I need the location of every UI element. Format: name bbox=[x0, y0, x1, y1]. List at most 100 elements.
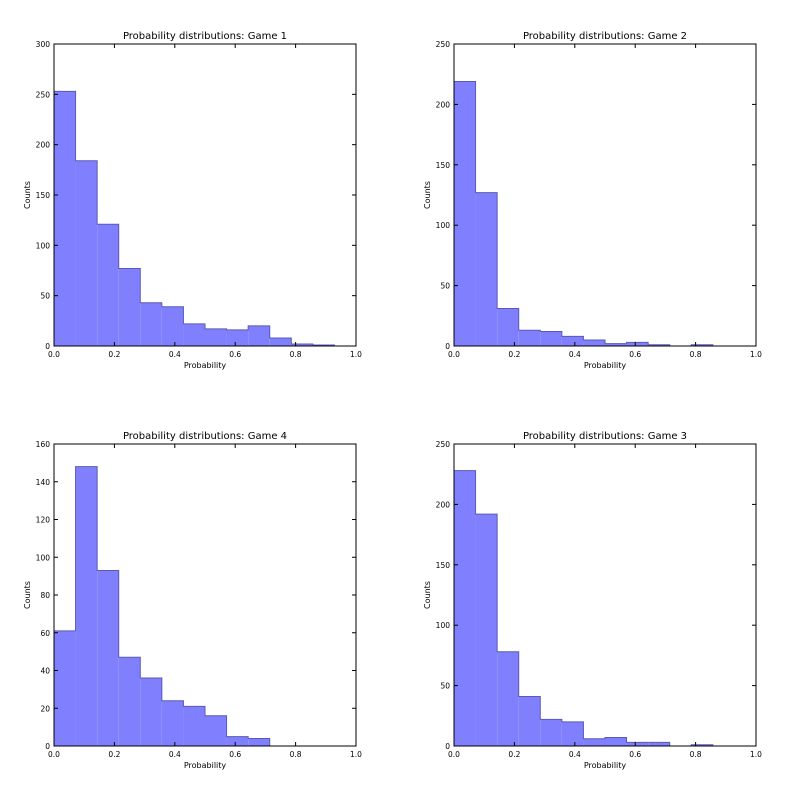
y-tick-label: 100 bbox=[36, 241, 51, 250]
histogram-bar bbox=[561, 336, 584, 346]
x-tick-label: 0.6 bbox=[229, 350, 241, 359]
x-tick-label: 0.6 bbox=[229, 750, 241, 759]
y-tick-label: 0 bbox=[45, 342, 50, 351]
chart-title: Probability distributions: Game 4 bbox=[123, 431, 287, 442]
x-tick-label: 1.0 bbox=[350, 750, 362, 759]
histogram-bar bbox=[605, 737, 627, 746]
y-tick-label: 200 bbox=[436, 500, 451, 509]
chart-title: Probability distributions: Game 3 bbox=[523, 431, 687, 442]
y-tick-label: 250 bbox=[436, 40, 451, 49]
x-tick-label: 1.0 bbox=[750, 750, 762, 759]
histogram-bar bbox=[475, 514, 498, 746]
x-tick-label: 0.2 bbox=[108, 350, 120, 359]
axes-frame bbox=[453, 443, 757, 747]
histogram-bar bbox=[54, 630, 76, 746]
y-tick-label: 50 bbox=[440, 682, 450, 691]
y-tick-label: 250 bbox=[436, 440, 451, 449]
histogram-bar bbox=[183, 323, 205, 346]
histogram-bar bbox=[540, 331, 562, 346]
y-axis-label: Counts bbox=[423, 581, 432, 609]
histogram-bar bbox=[97, 224, 119, 346]
x-tick-label: 0.4 bbox=[169, 350, 181, 359]
histogram-bar bbox=[561, 721, 584, 746]
x-tick-label: 0.4 bbox=[569, 350, 581, 359]
chart-title: Probability distributions: Game 2 bbox=[523, 31, 687, 42]
histogram-outline bbox=[453, 80, 756, 347]
histogram-bar bbox=[205, 328, 227, 346]
histogram-bar bbox=[75, 466, 98, 746]
histogram-bar bbox=[161, 700, 184, 746]
x-tick-label: 0.8 bbox=[290, 750, 302, 759]
y-tick-label: 100 bbox=[36, 553, 51, 562]
bars bbox=[454, 81, 713, 346]
histogram-bar bbox=[648, 344, 670, 346]
y-tick-label: 0 bbox=[445, 342, 450, 351]
histogram-bar bbox=[248, 738, 270, 746]
histogram-bar bbox=[583, 339, 605, 346]
y-tick-label: 50 bbox=[440, 282, 450, 291]
x-tick-label: 0.0 bbox=[48, 350, 60, 359]
x-tick-label: 0.4 bbox=[169, 750, 181, 759]
x-tick-label: 0.8 bbox=[690, 750, 702, 759]
histogram-bar bbox=[118, 657, 141, 746]
x-tick-label: 0.8 bbox=[690, 350, 702, 359]
y-tick-label: 200 bbox=[436, 100, 451, 109]
histogram-bar bbox=[648, 742, 670, 746]
x-axis-label: Probability bbox=[584, 361, 627, 370]
y-axis-label: Counts bbox=[23, 181, 32, 209]
y-tick-label: 0 bbox=[445, 742, 450, 751]
y-tick-label: 100 bbox=[436, 221, 451, 230]
y-tick-label: 150 bbox=[36, 191, 51, 200]
histogram-bar bbox=[518, 696, 541, 746]
x-axis-label: Probability bbox=[584, 761, 627, 770]
histogram-bar bbox=[291, 343, 313, 346]
y-tick-label: 80 bbox=[40, 591, 50, 600]
histogram-bar bbox=[205, 715, 227, 746]
x-tick-label: 0.0 bbox=[448, 750, 460, 759]
histogram-bar bbox=[605, 343, 627, 346]
x-tick-label: 0.6 bbox=[629, 750, 641, 759]
x-axis-label: Probability bbox=[184, 761, 227, 770]
histogram-bar bbox=[54, 91, 76, 347]
histogram-bar bbox=[226, 736, 249, 746]
y-tick-label: 200 bbox=[36, 141, 51, 150]
histogram-bar bbox=[497, 651, 519, 746]
y-axis-label: Counts bbox=[423, 181, 432, 209]
bars bbox=[54, 91, 335, 347]
axes-frame bbox=[453, 43, 757, 347]
x-tick-label: 0.8 bbox=[290, 350, 302, 359]
histogram-bar bbox=[97, 570, 119, 746]
bars bbox=[454, 470, 713, 746]
histogram-bar bbox=[691, 344, 713, 346]
y-tick-label: 50 bbox=[40, 292, 50, 301]
y-tick-label: 40 bbox=[40, 667, 50, 676]
x-tick-label: 1.0 bbox=[350, 350, 362, 359]
y-tick-label: 250 bbox=[36, 90, 51, 99]
histogram-bar bbox=[140, 302, 162, 346]
x-tick-label: 0.2 bbox=[508, 750, 520, 759]
histogram-outline bbox=[453, 470, 756, 747]
histogram-bar bbox=[691, 744, 713, 746]
x-tick-label: 0.2 bbox=[108, 750, 120, 759]
x-tick-label: 1.0 bbox=[750, 350, 762, 359]
x-axis-label: Probability bbox=[184, 361, 227, 370]
histogram-bar bbox=[248, 325, 270, 346]
x-tick-label: 0.6 bbox=[629, 350, 641, 359]
histogram-bar bbox=[454, 81, 476, 346]
y-tick-label: 150 bbox=[436, 161, 451, 170]
bars bbox=[54, 466, 270, 746]
x-tick-label: 0.2 bbox=[508, 350, 520, 359]
x-tick-label: 0.0 bbox=[448, 350, 460, 359]
histogram-bar bbox=[140, 678, 162, 746]
x-tick-label: 0.4 bbox=[569, 750, 581, 759]
y-tick-label: 120 bbox=[36, 516, 51, 525]
histogram-bar bbox=[183, 706, 205, 746]
histogram-bar bbox=[626, 742, 649, 746]
y-tick-label: 300 bbox=[36, 40, 51, 49]
histogram-bar bbox=[226, 329, 249, 346]
